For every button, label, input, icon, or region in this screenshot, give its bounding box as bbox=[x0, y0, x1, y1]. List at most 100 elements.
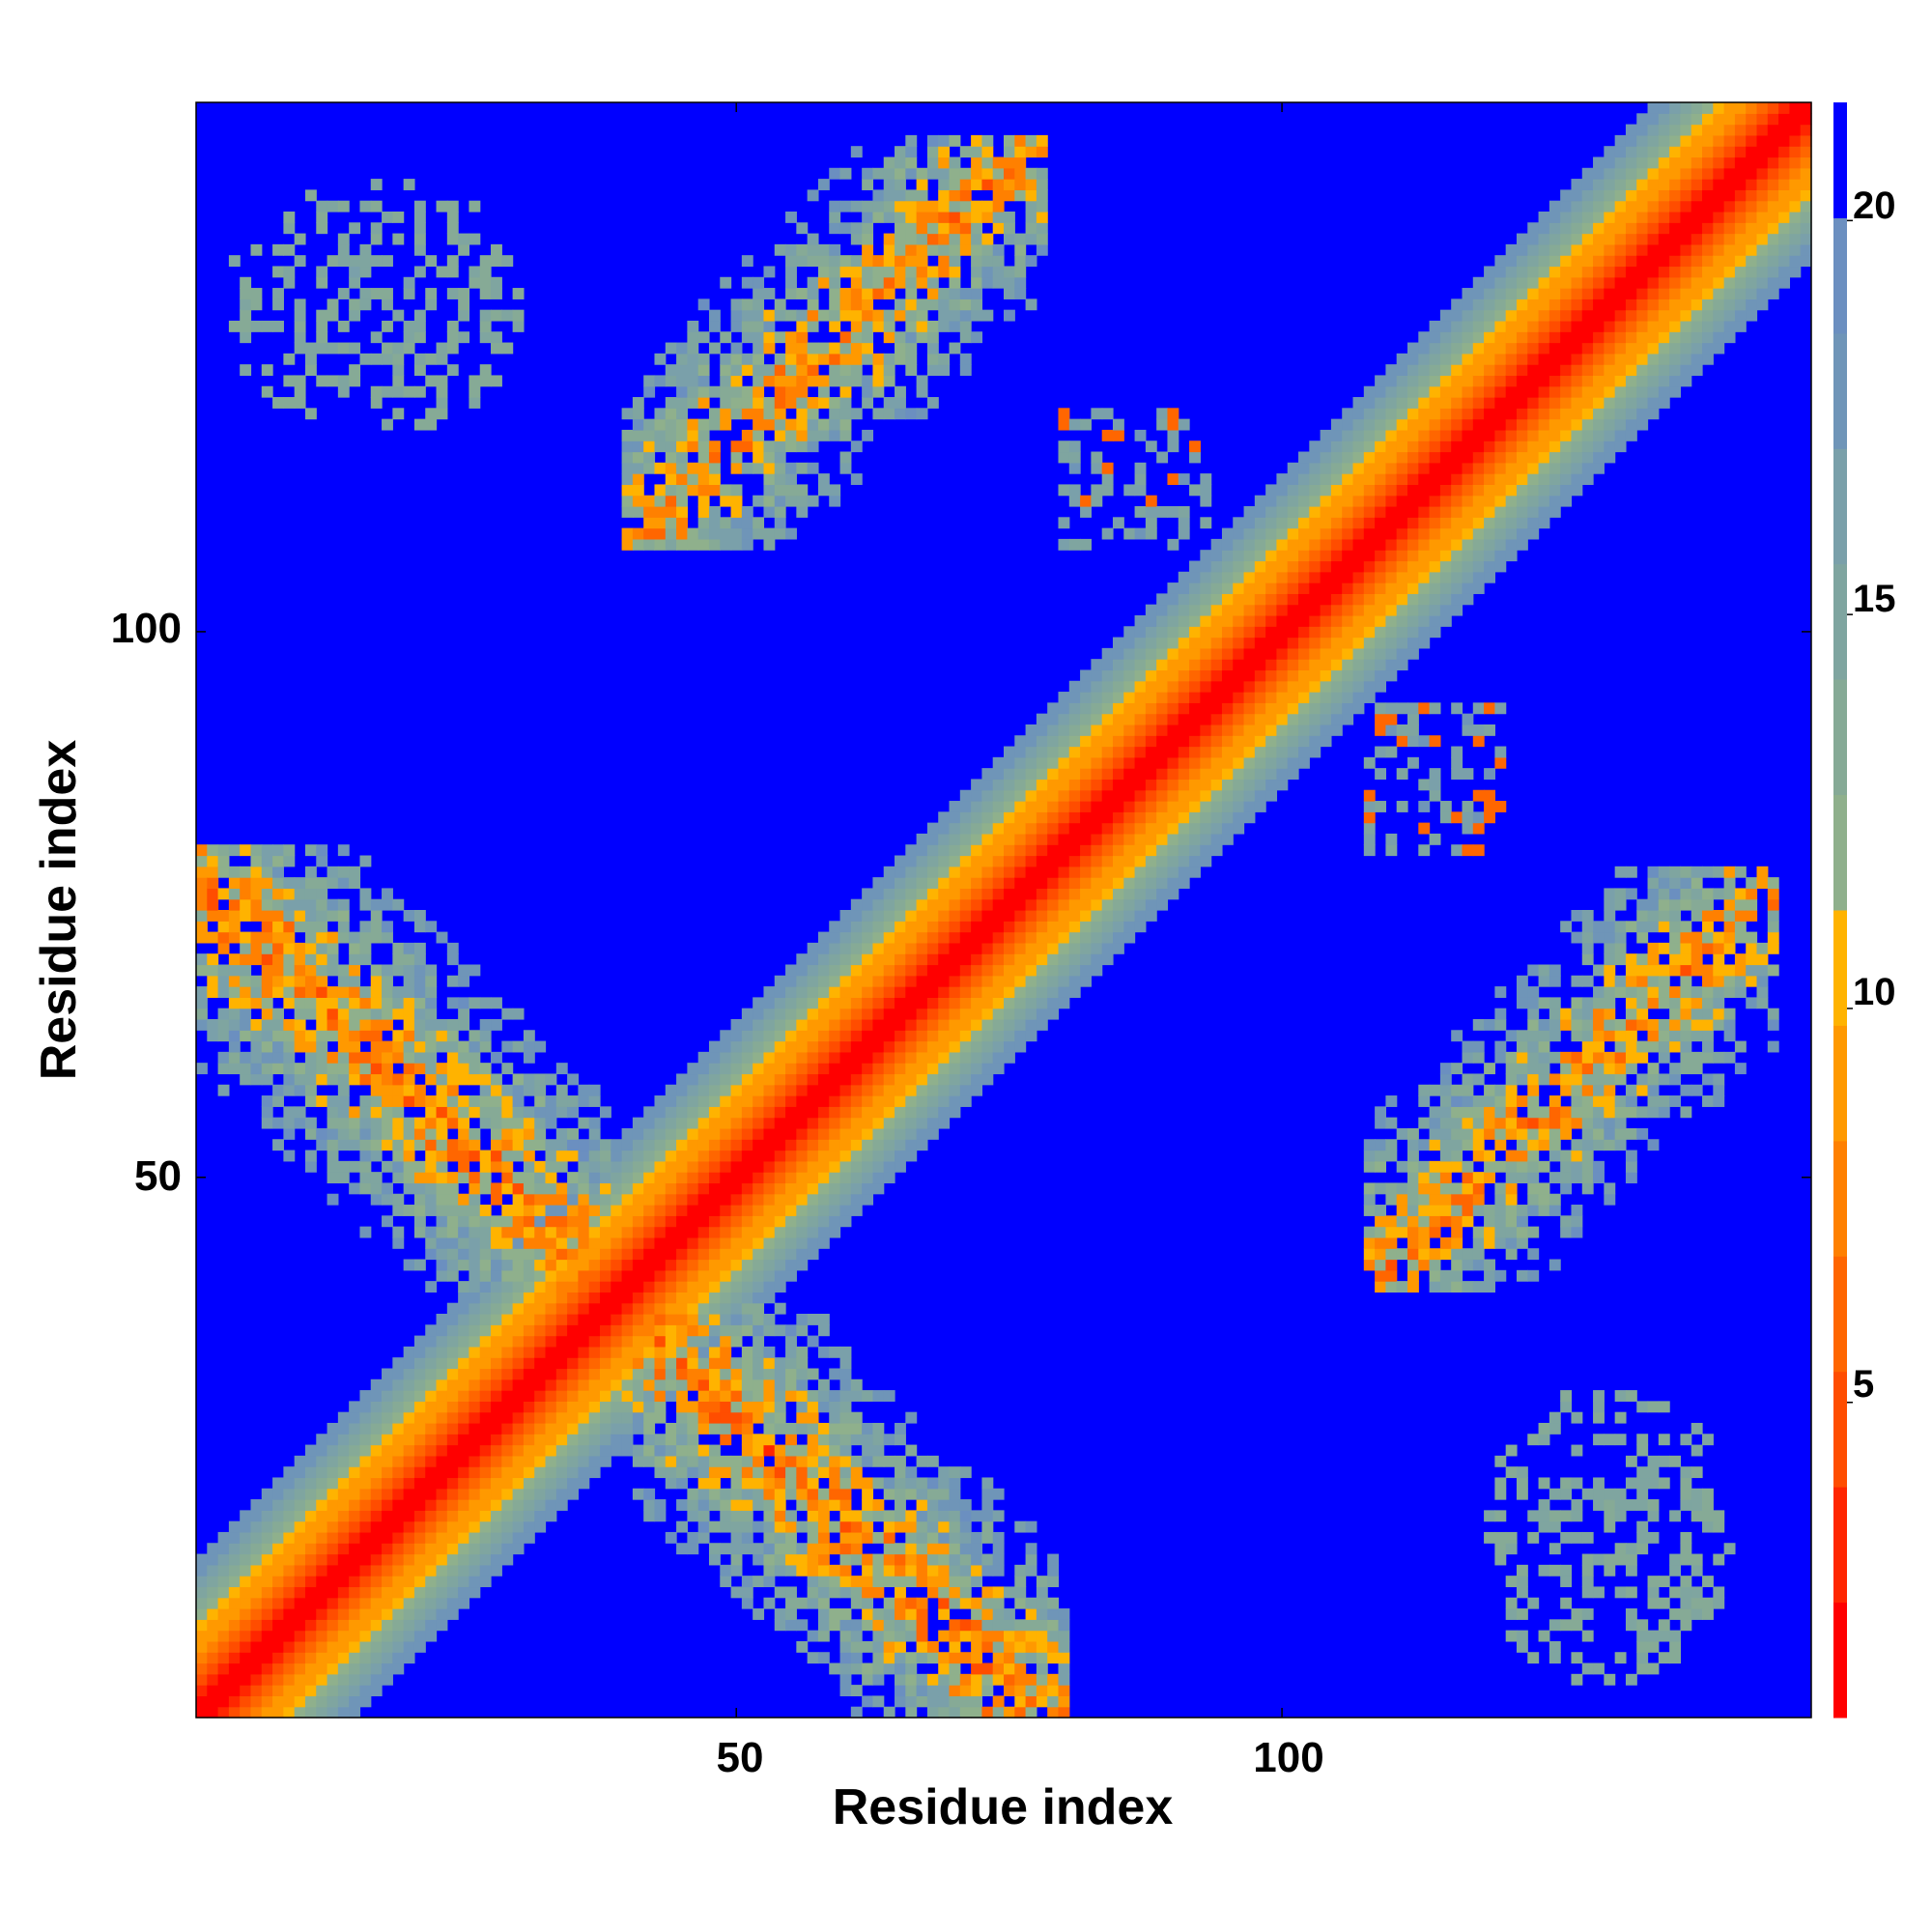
heatmap-cell bbox=[272, 1662, 284, 1675]
heatmap-cell bbox=[916, 1084, 928, 1096]
heatmap-cell bbox=[1047, 910, 1060, 922]
heatmap-cell bbox=[687, 353, 699, 365]
heatmap-cell bbox=[458, 1106, 470, 1119]
heatmap-cell bbox=[687, 1292, 699, 1304]
heatmap-cell bbox=[1047, 888, 1060, 900]
heatmap-cell bbox=[359, 1576, 372, 1588]
heatmap-cell bbox=[600, 1335, 611, 1348]
heatmap-cell bbox=[785, 1051, 797, 1064]
heatmap-cell bbox=[458, 233, 470, 245]
heatmap-cell bbox=[359, 243, 372, 256]
heatmap-cell bbox=[228, 1685, 241, 1697]
heatmap-cell bbox=[479, 997, 492, 1009]
heatmap-cell bbox=[337, 1685, 350, 1697]
heatmap-cell bbox=[469, 1520, 481, 1533]
heatmap-cell bbox=[708, 1302, 721, 1315]
heatmap-cell bbox=[382, 1051, 393, 1064]
heatmap-cell bbox=[250, 1673, 263, 1686]
heatmap-cell bbox=[1123, 921, 1136, 933]
heatmap-cell bbox=[1047, 779, 1060, 791]
heatmap-cell bbox=[992, 1586, 1005, 1599]
heatmap-cell bbox=[971, 1030, 983, 1042]
heatmap-cell bbox=[981, 1685, 994, 1697]
heatmap-cell bbox=[458, 1205, 470, 1216]
heatmap-cell bbox=[403, 1127, 415, 1140]
heatmap-cell bbox=[1025, 724, 1037, 736]
heatmap-cell bbox=[1112, 898, 1124, 911]
heatmap-cell bbox=[392, 1411, 405, 1424]
heatmap-cell bbox=[959, 1018, 972, 1031]
heatmap-cell bbox=[697, 1259, 710, 1271]
heatmap-cell bbox=[1112, 659, 1124, 671]
heatmap-cell bbox=[1123, 746, 1136, 758]
heatmap-cell bbox=[829, 408, 841, 420]
heatmap-cell bbox=[370, 1422, 383, 1435]
heatmap-cell bbox=[643, 429, 656, 441]
heatmap-cell bbox=[316, 1608, 328, 1620]
heatmap-cell bbox=[763, 1401, 776, 1413]
heatmap-cell bbox=[217, 986, 230, 998]
heatmap-cell bbox=[872, 975, 885, 987]
heatmap-cell bbox=[687, 1335, 699, 1348]
heatmap-cell bbox=[217, 1576, 230, 1588]
heatmap-cell bbox=[403, 1117, 415, 1129]
heatmap-cell bbox=[916, 1553, 928, 1566]
heatmap-cell bbox=[1210, 713, 1223, 725]
heatmap-cell bbox=[1004, 1008, 1015, 1020]
heatmap-cell bbox=[261, 953, 273, 966]
heatmap-cell bbox=[971, 1040, 983, 1053]
heatmap-cell bbox=[240, 1662, 252, 1675]
heatmap-cell bbox=[774, 1411, 786, 1424]
heatmap-cell bbox=[697, 1150, 710, 1162]
heatmap-cell bbox=[567, 1444, 580, 1457]
heatmap-cell bbox=[697, 1390, 710, 1402]
heatmap-cell bbox=[523, 1368, 535, 1380]
heatmap-cell bbox=[359, 898, 372, 911]
heatmap-cell bbox=[665, 1226, 677, 1238]
heatmap-cell bbox=[850, 964, 863, 977]
heatmap-cell bbox=[359, 1390, 372, 1402]
heatmap-cell bbox=[654, 1302, 667, 1315]
heatmap-cell bbox=[687, 1368, 699, 1380]
heatmap-cell bbox=[240, 1652, 252, 1664]
heatmap-cell bbox=[1210, 746, 1223, 758]
heatmap-cell bbox=[785, 1259, 797, 1271]
heatmap-cell bbox=[883, 320, 895, 332]
heatmap-cell bbox=[938, 1597, 951, 1609]
heatmap-cell bbox=[807, 397, 819, 409]
heatmap-cell bbox=[785, 1063, 797, 1075]
heatmap-cell bbox=[916, 189, 928, 202]
heatmap-cell bbox=[730, 1127, 743, 1140]
heatmap-cell bbox=[687, 1499, 699, 1511]
heatmap-cell bbox=[785, 1368, 797, 1380]
heatmap-cell bbox=[382, 1084, 393, 1096]
heatmap-cell bbox=[283, 921, 296, 933]
heatmap-cell bbox=[817, 1127, 830, 1140]
heatmap-cell bbox=[839, 167, 852, 180]
heatmap-cell bbox=[458, 1139, 470, 1151]
heatmap-cell bbox=[785, 255, 797, 268]
heatmap-cell bbox=[316, 309, 328, 322]
heatmap-cell bbox=[446, 1488, 459, 1500]
heatmap-cell bbox=[458, 1040, 470, 1053]
heatmap-cell bbox=[872, 1040, 885, 1053]
heatmap-cell bbox=[730, 1335, 743, 1348]
heatmap-cell bbox=[916, 986, 928, 998]
heatmap-cell bbox=[796, 1401, 809, 1413]
heatmap-cell bbox=[491, 1292, 502, 1304]
heatmap-cell bbox=[621, 1302, 634, 1315]
heatmap-cell bbox=[611, 1444, 623, 1457]
heatmap-cell bbox=[359, 1444, 372, 1457]
heatmap-cell bbox=[862, 1619, 874, 1632]
heatmap-cell bbox=[971, 1662, 983, 1675]
heatmap-cell bbox=[916, 921, 928, 933]
heatmap-cell bbox=[621, 1324, 634, 1337]
heatmap-cell bbox=[621, 1401, 634, 1413]
heatmap-cell bbox=[665, 1269, 677, 1282]
heatmap-cell bbox=[981, 888, 994, 900]
heatmap-cell bbox=[850, 1139, 863, 1151]
heatmap-cell bbox=[1200, 779, 1212, 791]
heatmap-cell bbox=[632, 1390, 644, 1402]
heatmap-cell bbox=[895, 1477, 906, 1490]
heatmap-cell bbox=[359, 921, 372, 933]
